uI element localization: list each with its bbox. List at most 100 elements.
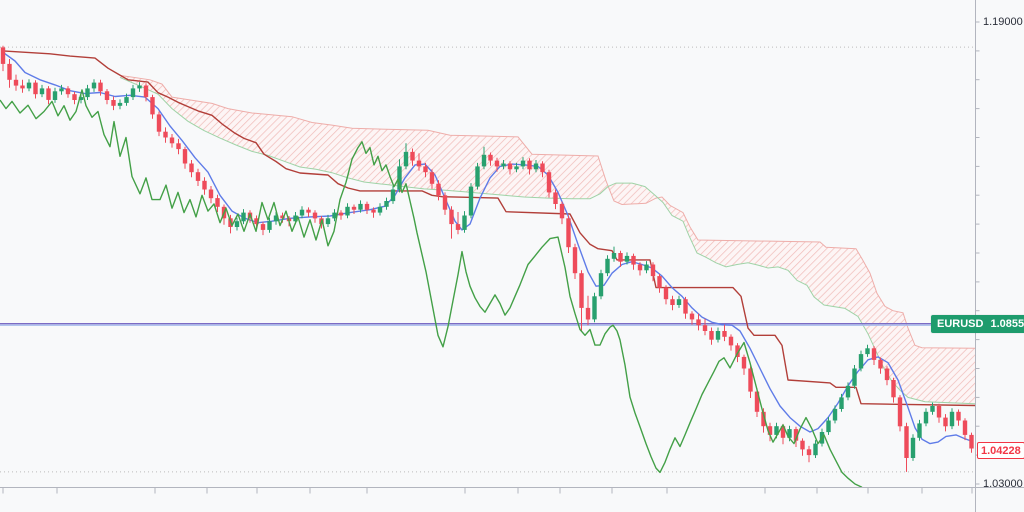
candle-body xyxy=(137,85,142,89)
candle-body xyxy=(644,264,649,271)
ichimoku-cloud xyxy=(120,75,975,404)
candle xyxy=(741,354,747,375)
candle-body xyxy=(59,88,64,92)
candle-body xyxy=(969,434,974,449)
candle-body xyxy=(683,299,688,314)
candle xyxy=(13,74,19,91)
candle-body xyxy=(949,411,955,427)
y-axis-label-bottom: 1.03000 xyxy=(983,478,1023,490)
candle-body xyxy=(891,380,896,398)
candle-body xyxy=(806,449,812,456)
candle xyxy=(325,214,331,227)
candle-body xyxy=(930,406,935,412)
candle-body xyxy=(241,212,246,222)
candle xyxy=(7,59,12,88)
candle xyxy=(449,206,454,239)
y-axis-label-top: 1.19000 xyxy=(983,16,1023,28)
candle-body xyxy=(488,154,493,161)
candle xyxy=(260,221,266,236)
candle-body xyxy=(377,206,383,213)
candle xyxy=(917,419,922,441)
candle xyxy=(943,414,948,432)
candle xyxy=(650,262,656,282)
alert-price-badge[interactable]: EURUSD 1.08555 xyxy=(931,315,1024,333)
candle xyxy=(670,295,675,311)
candle xyxy=(137,82,142,92)
plot-area[interactable] xyxy=(0,45,975,488)
candle-body xyxy=(423,166,428,173)
candle-body xyxy=(728,336,734,346)
candle xyxy=(410,148,415,166)
candle xyxy=(39,84,45,98)
candle xyxy=(520,157,526,170)
candle xyxy=(579,270,584,331)
candle-body xyxy=(507,163,513,170)
candle xyxy=(936,403,942,423)
candle-body xyxy=(332,212,337,219)
candle-body xyxy=(826,420,831,433)
candle-body xyxy=(923,411,929,424)
candle-body xyxy=(871,348,877,360)
candle xyxy=(455,212,461,235)
candle-body xyxy=(618,253,623,262)
candle xyxy=(676,295,682,308)
candle-body xyxy=(715,331,721,340)
candle xyxy=(390,186,396,204)
candle-body xyxy=(962,420,968,435)
candle xyxy=(234,217,240,231)
candle xyxy=(644,261,649,274)
candle xyxy=(475,162,480,190)
candle xyxy=(72,91,77,105)
candle-body xyxy=(858,354,864,369)
candle-body xyxy=(475,166,480,187)
candle-body xyxy=(884,368,890,381)
candle-body xyxy=(917,423,922,438)
candle xyxy=(332,209,337,222)
candle xyxy=(462,211,467,233)
candle-body xyxy=(774,426,779,435)
candle xyxy=(702,318,708,336)
candle-body xyxy=(208,189,214,199)
candle xyxy=(546,169,552,198)
candle-body xyxy=(85,88,90,98)
candle-body xyxy=(605,258,610,274)
candle-body xyxy=(13,79,19,86)
candle-body xyxy=(689,313,695,320)
candle-body xyxy=(455,224,461,230)
candle xyxy=(377,203,383,216)
candle-body xyxy=(46,88,51,100)
candle-body xyxy=(494,160,500,167)
candle-body xyxy=(663,287,669,300)
candle xyxy=(826,417,831,435)
candle xyxy=(839,393,844,412)
candle xyxy=(657,273,662,293)
candle-body xyxy=(936,406,942,418)
candle-body xyxy=(793,429,799,441)
candle xyxy=(494,157,500,172)
candle-body xyxy=(65,88,71,95)
last-price-badge: 1.04228 xyxy=(977,442,1024,459)
candle-body xyxy=(436,183,441,196)
candle-body xyxy=(845,385,851,398)
candle xyxy=(202,177,207,195)
candle-body xyxy=(800,440,805,450)
candle-body xyxy=(767,426,773,435)
candle-body xyxy=(20,85,25,89)
candle-body xyxy=(709,331,714,340)
candle xyxy=(949,408,955,430)
candle xyxy=(637,262,643,276)
candle-body xyxy=(670,299,675,305)
candle xyxy=(65,86,71,98)
candle-body xyxy=(0,47,6,64)
candle-body xyxy=(150,97,155,115)
candle-body xyxy=(104,91,110,100)
candle xyxy=(891,377,896,403)
candle xyxy=(150,94,155,119)
candle-body xyxy=(267,221,272,230)
alert-symbol-label: EURUSD xyxy=(937,318,984,330)
candle xyxy=(553,189,558,210)
candle xyxy=(358,200,363,213)
candle xyxy=(501,160,506,170)
